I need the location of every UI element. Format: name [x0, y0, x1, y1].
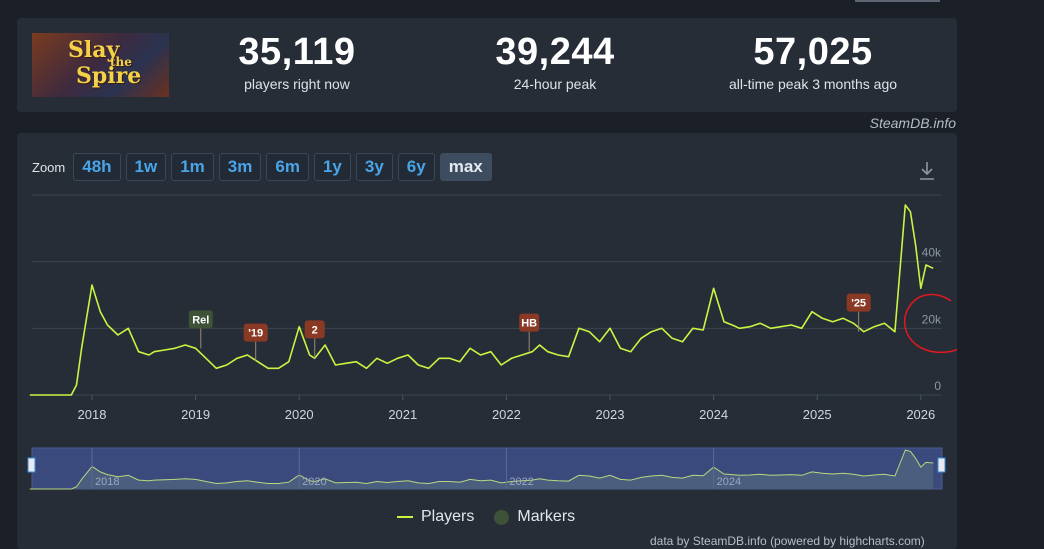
highcharts-credit[interactable]: data by SteamDB.info (powered by highcha… — [650, 534, 925, 548]
stat-24h-peak: 39,244 24-hour peak — [425, 30, 685, 92]
x-tick-label: 2022 — [492, 407, 521, 422]
navigator-label: 2018 — [95, 476, 119, 488]
x-tick-label: 2025 — [803, 407, 832, 422]
player-count-chart[interactable]: 0 20k 40k 2018 2019 2020 2021 2022 2023 2024 2025 2… — [17, 133, 957, 549]
stat-value: 57,025 — [753, 31, 873, 73]
players-line-icon — [397, 516, 413, 518]
marker-label: '25 — [851, 298, 866, 310]
stat-current-players: 35,119 players right now — [167, 30, 427, 92]
marker-flag — [304, 320, 325, 339]
x-tick-label: 2024 — [699, 407, 728, 422]
legend-markers[interactable]: Markers — [494, 508, 575, 526]
navigator-line — [29, 449, 934, 490]
y-tick-label: 20k — [922, 312, 942, 326]
stat-label: players right now — [244, 76, 350, 92]
x-tick-label: 2026 — [906, 407, 935, 422]
zoom-48h-button[interactable]: 48h — [73, 153, 121, 181]
marker-label: Rel — [192, 314, 209, 326]
marker-label: 2 — [312, 324, 318, 336]
legend: Players Markers — [397, 508, 575, 526]
steamdb-credit[interactable]: SteamDB.info — [869, 115, 956, 131]
marker-flag — [188, 310, 213, 329]
marker-flag — [846, 293, 871, 312]
navigator-label: 2020 — [302, 476, 326, 488]
zoom-6m-button[interactable]: 6m — [266, 153, 309, 181]
stat-value: 35,119 — [238, 31, 356, 73]
x-tick-label: 2018 — [78, 407, 107, 422]
y-tick-label: 0 — [934, 379, 941, 393]
zoom-1w-button[interactable]: 1w — [125, 153, 167, 181]
navigator-handle[interactable] — [937, 457, 946, 473]
x-tick-label: 2021 — [388, 407, 417, 422]
chart-panel: Zoom 48h 1w 1m 3m 6m 1y 3y 6y max 0 20k 40… — [17, 133, 957, 549]
players-line — [29, 204, 934, 396]
download-icon[interactable] — [917, 160, 937, 182]
marker-label: HB — [521, 318, 537, 330]
markers-dot-icon — [494, 509, 510, 525]
marker-label: '19 — [248, 328, 263, 340]
x-tick-label: 2023 — [596, 407, 625, 422]
navigator-label: 2022 — [509, 476, 533, 488]
stat-value: 39,244 — [495, 31, 615, 73]
logo-text: Slay — [68, 37, 120, 63]
stat-label: 24-hour peak — [513, 76, 597, 92]
game-logo[interactable]: Slay the Spire — [32, 33, 169, 97]
zoom-bar: Zoom 48h 1w 1m 3m 6m 1y 3y 6y max — [32, 153, 492, 181]
zoom-max-button[interactable]: max — [439, 153, 492, 181]
navigator-handle[interactable] — [27, 457, 36, 473]
annotation-circle — [904, 293, 957, 354]
zoom-3y-button[interactable]: 3y — [355, 153, 393, 181]
zoom-1m-button[interactable]: 1m — [171, 153, 214, 181]
zoom-3m-button[interactable]: 3m — [218, 153, 262, 181]
stats-panel: Slay the Spire 35,119 players right now … — [17, 18, 957, 112]
legend-players-label: Players — [421, 508, 475, 525]
navigator-label: 2024 — [717, 476, 741, 488]
marker-flag — [243, 323, 268, 342]
legend-players[interactable]: Players — [397, 508, 474, 526]
stat-all-time-peak: 57,025 all-time peak 3 months ago — [683, 30, 943, 92]
x-tick-label: 2020 — [285, 407, 314, 422]
x-tick-label: 2019 — [181, 407, 210, 422]
zoom-1y-button[interactable]: 1y — [313, 153, 351, 181]
navigator-area — [29, 450, 934, 489]
logo-text: Spire — [76, 63, 142, 89]
marker-flag — [519, 313, 540, 332]
zoom-label: Zoom — [32, 159, 66, 175]
y-tick-label: 40k — [922, 246, 942, 260]
legend-markers-label: Markers — [517, 508, 576, 525]
stat-label: all-time peak 3 months ago — [728, 76, 898, 92]
top-divider — [855, 0, 940, 2]
logo-text: the — [110, 55, 132, 69]
zoom-6y-button[interactable]: 6y — [397, 153, 435, 181]
